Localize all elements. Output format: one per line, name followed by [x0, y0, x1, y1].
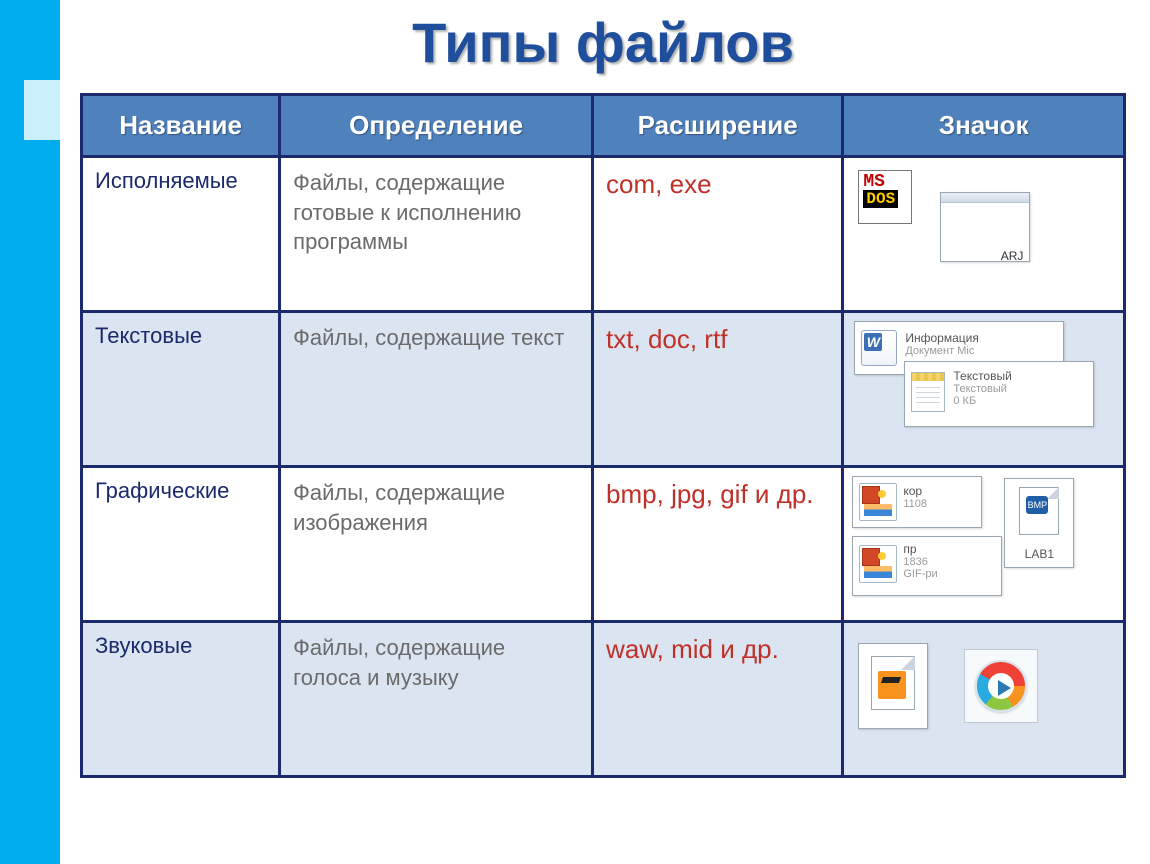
gif-file-tile: пр 1836 GIF-ри — [852, 536, 1002, 596]
decorative-sidebar — [0, 0, 60, 864]
table-row: Текстовые Файлы, содержащие текст txt, d… — [82, 312, 1125, 467]
cell-icon: кор 1108 пр 1836 GIF-ри — [843, 467, 1125, 622]
slide-title: Типы файлов — [80, 10, 1126, 75]
col-header-extension: Расширение — [593, 95, 843, 157]
cell-extension: txt, doc, rtf — [593, 312, 843, 467]
wmp-icon — [975, 660, 1027, 712]
cell-name: Звуковые — [82, 622, 280, 777]
picture-icon — [859, 483, 897, 521]
bmp-file-tile: BMP LAB1 — [1004, 478, 1074, 568]
table-row: Звуковые Файлы, содержащие голоса и музы… — [82, 622, 1125, 777]
txt-file-label: Текстовый — [953, 369, 1011, 383]
wmp-file-tile — [964, 649, 1038, 723]
slide: Типы файлов Название Определение Расшире… — [80, 0, 1126, 854]
image-file-label: кор — [903, 484, 922, 498]
cell-extension: com, exe — [593, 157, 843, 312]
msdos-icon: MS DOS — [858, 170, 912, 224]
txt-file-sub2: 0 КБ — [953, 395, 1011, 407]
word-file-sub: Документ Mic — [905, 345, 978, 357]
gif-file-label: пр — [903, 542, 916, 556]
image-file-sub: 1108 — [903, 498, 927, 510]
cell-extension: bmp, jpg, gif и др. — [593, 467, 843, 622]
gif-file-sub2: GIF-ри — [903, 568, 937, 580]
txt-file-tile: Текстовый Текстовый 0 КБ — [904, 361, 1094, 427]
cell-name: Исполняемые — [82, 157, 280, 312]
arj-window-icon: ARJ — [940, 192, 1030, 262]
cell-name: Графические — [82, 467, 280, 622]
cell-icon: MS DOS ARJ — [843, 157, 1125, 312]
arj-label: ARJ — [941, 203, 1029, 267]
cell-definition: Файлы, содержащие изображения — [280, 467, 593, 622]
gif-file-sub1: 1836 — [903, 556, 937, 568]
txt-file-sub1: Текстовый — [953, 383, 1011, 395]
cell-name: Текстовые — [82, 312, 280, 467]
cell-definition: Файлы, содержащие текст — [280, 312, 593, 467]
word-icon — [861, 330, 897, 366]
cell-definition: Файлы, содержащие готовые к исполнению п… — [280, 157, 593, 312]
col-header-name: Название — [82, 95, 280, 157]
word-file-label: Информация — [905, 331, 978, 345]
col-header-definition: Определение — [280, 95, 593, 157]
bmp-chip-label: BMP — [1026, 496, 1048, 514]
table-header-row: Название Определение Расширение Значок — [82, 95, 1125, 157]
cell-extension: waw, mid и др. — [593, 622, 843, 777]
col-header-icon: Значок — [843, 95, 1125, 157]
cell-icon: Информация Документ Mic Текстовый Тексто… — [843, 312, 1125, 467]
winamp-file-tile — [858, 643, 928, 729]
image-file-tile: кор 1108 — [852, 476, 982, 528]
bmp-icon: BMP — [1019, 487, 1059, 535]
table-row: Исполняемые Файлы, содержащие готовые к … — [82, 157, 1125, 312]
file-types-table: Название Определение Расширение Значок И… — [80, 93, 1126, 778]
winamp-icon — [878, 671, 906, 699]
cell-icon — [843, 622, 1125, 777]
notepad-icon — [911, 372, 945, 412]
audio-page-icon — [871, 656, 915, 710]
picture-icon — [859, 545, 897, 583]
cell-definition: Файлы, содержащие голоса и музыку — [280, 622, 593, 777]
bmp-file-label: LAB1 — [1005, 548, 1073, 561]
table-row: Графические Файлы, содержащие изображени… — [82, 467, 1125, 622]
